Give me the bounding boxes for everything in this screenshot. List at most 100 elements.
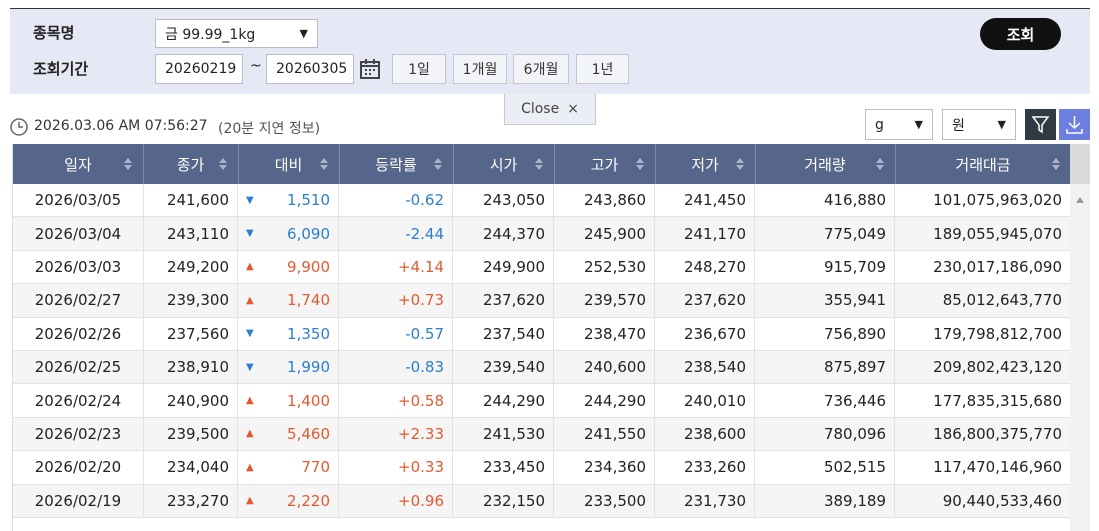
cell-text: 9,900 <box>287 257 330 276</box>
scrollbar <box>1070 144 1090 531</box>
trend-arrow: ▼ <box>246 361 254 373</box>
header-text: 시가 <box>489 155 518 174</box>
cell-text: 2026/02/24 <box>34 391 122 410</box>
price-table: 일자 종가 대비 등락률 시가 고가 저가 거래량 거래대금 2026/03/05 241,600 ▼… <box>12 144 1072 531</box>
column-header[interactable]: 거래대금 <box>895 144 1072 184</box>
cell-text: -0.62 <box>405 191 444 210</box>
search-button[interactable]: 조회 <box>980 18 1061 50</box>
cell-text: 775,049 <box>823 224 886 243</box>
cell-text: +4.14 <box>398 257 444 276</box>
table-cell: 237,620 <box>655 284 755 317</box>
column-header[interactable]: 저가 <box>655 144 756 184</box>
table-cell: 241,600 <box>143 184 238 217</box>
cell-text: -2.44 <box>405 224 444 243</box>
cell-text: 237,620 <box>683 291 746 310</box>
cell-text: 6,090 <box>287 224 330 243</box>
range-button[interactable]: 6개월 <box>513 54 569 84</box>
cell-text: 2,220 <box>287 491 330 510</box>
table-cell: 780,096 <box>755 417 895 451</box>
cell-text: 232,150 <box>482 491 545 510</box>
table-cell: 239,570 <box>554 284 655 317</box>
cell-text: 238,470 <box>583 324 646 343</box>
cell-text: 1,510 <box>287 191 330 210</box>
cell-text: 1,400 <box>287 391 330 410</box>
range-button[interactable]: 1년 <box>576 54 629 84</box>
close-tab[interactable]: Close × <box>504 94 596 125</box>
cell-text: 5,460 <box>287 424 330 443</box>
table-cell: ▲ 5,460 <box>238 417 339 451</box>
column-header[interactable]: 종가 <box>143 144 239 184</box>
cell-text: 2026/02/19 <box>34 491 122 510</box>
trend-arrow: ▲ <box>246 495 254 507</box>
cell-text: 2026/02/27 <box>34 291 122 310</box>
table-cell: 2026/02/20 <box>13 451 144 484</box>
table-cell: 416,880 <box>755 184 895 217</box>
table-cell: 241,450 <box>655 184 755 217</box>
calendar-button[interactable] <box>357 56 383 82</box>
sort-icon <box>434 158 442 170</box>
range-button[interactable]: 1일 <box>392 54 446 84</box>
timestamp: 2026.03.06 AM 07:56:27 <box>34 118 208 134</box>
cell-text: 736,446 <box>823 391 886 410</box>
cell-text: 238,910 <box>166 358 229 377</box>
cell-text: 240,010 <box>683 391 746 410</box>
cell-text: 2026/02/26 <box>34 324 122 343</box>
table-row: 2026/02/20 234,040 ▲ 770 +0.33 233,450 234,360… <box>13 451 1071 485</box>
table-cell: 234,360 <box>554 451 655 484</box>
header-text: 저가 <box>691 155 719 174</box>
cell-text: 1,990 <box>287 358 330 377</box>
cell-text: 252,530 <box>583 257 646 276</box>
cell-text: 915,709 <box>823 257 886 276</box>
close-text: Close <box>521 101 560 117</box>
table-row: 2026/03/03 249,200 ▲ 9,900 +4.14 249,900 252,5… <box>13 250 1071 285</box>
table-cell: -0.57 <box>339 317 453 350</box>
cell-text: 2026/03/03 <box>34 257 122 276</box>
table-cell: ▼ 1,350 <box>238 317 339 350</box>
table-cell: 2026/02/19 <box>13 484 144 517</box>
table-cell: 2026/03/03 <box>13 250 144 284</box>
date-from[interactable]: 20260219 <box>155 54 243 84</box>
cell-text: 189,055,945,070 <box>933 224 1062 243</box>
column-header[interactable]: 일자 <box>13 144 144 184</box>
cell-text: 186,800,375,770 <box>933 424 1062 443</box>
column-header[interactable]: 거래량 <box>755 144 896 184</box>
table-cell: 243,860 <box>554 184 655 217</box>
date-to[interactable]: 20260305 <box>266 54 354 84</box>
cell-text: -0.57 <box>405 324 444 343</box>
item-select[interactable]: 금 99.99_1kg ▼ <box>155 19 318 48</box>
cell-text: 2026/03/05 <box>34 191 122 210</box>
cell-text: -0.83 <box>405 358 444 377</box>
cell-text: 233,500 <box>583 491 646 510</box>
table-cell: 117,470,146,960 <box>895 451 1071 484</box>
cell-text: 249,200 <box>166 257 229 276</box>
table-cell: ▼ 6,090 <box>238 217 339 250</box>
cell-text: 244,290 <box>482 391 545 410</box>
table-header: 일자 종가 대비 등락률 시가 고가 저가 거래량 거래대금 <box>13 144 1072 184</box>
table-row: 2026/02/25 238,910 ▼ 1,990 -0.83 239,540 240,6… <box>13 351 1071 385</box>
currency-select[interactable]: 원 ▼ <box>942 109 1016 140</box>
trend-arrow: ▲ <box>246 395 254 407</box>
filter-button[interactable] <box>1025 109 1056 140</box>
table-cell: 230,017,186,090 <box>895 250 1071 284</box>
column-header[interactable]: 고가 <box>554 144 656 184</box>
table-cell: 233,270 <box>143 484 238 517</box>
cell-text: 245,900 <box>583 224 646 243</box>
cell-text: +0.58 <box>398 391 444 410</box>
table-cell: 249,200 <box>143 250 238 284</box>
cell-text: 2026/02/23 <box>34 424 122 443</box>
table-cell: 243,110 <box>143 217 238 250</box>
range-button[interactable]: 1개월 <box>453 54 507 84</box>
column-header[interactable]: 대비 <box>238 144 340 184</box>
table-cell: 775,049 <box>755 217 895 250</box>
table-cell: 233,500 <box>554 484 655 517</box>
cell-text: 90,440,533,460 <box>942 491 1062 510</box>
column-header[interactable]: 시가 <box>453 144 555 184</box>
cell-text: 101,075,963,020 <box>933 191 1062 210</box>
weight-select[interactable]: g ▼ <box>865 109 933 140</box>
table-cell: ▲ 1,400 <box>238 384 339 417</box>
cell-text: 241,600 <box>166 191 229 210</box>
download-button[interactable] <box>1059 109 1090 140</box>
column-header[interactable]: 등락률 <box>339 144 454 184</box>
cell-text: 2026/02/20 <box>34 458 122 477</box>
cell-text: 239,300 <box>166 291 229 310</box>
